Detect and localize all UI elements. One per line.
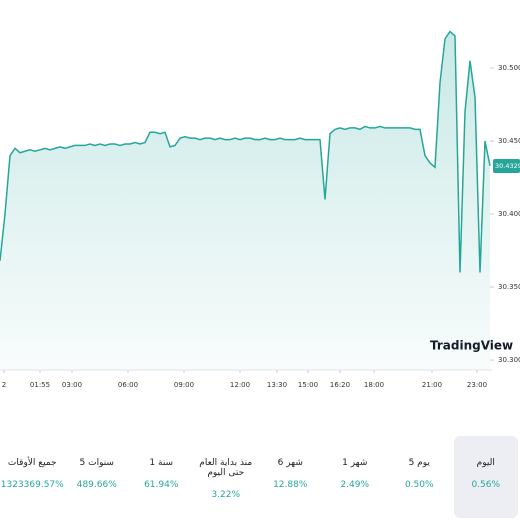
line — [0, 30, 491, 273]
y-tick-label: 30.40000 — [498, 210, 520, 218]
period-tab[interactable]: 1 شهر 2.49% — [323, 436, 388, 518]
period-change: 3.22% — [211, 490, 241, 500]
x-tick-label: 15:00 — [298, 381, 318, 389]
y-tick-label: 30.50000 — [498, 64, 520, 72]
y-tick-label: 30.30000 — [498, 356, 520, 364]
period-change: 61.94% — [144, 480, 179, 490]
x-tick-label: 16:20 — [330, 381, 350, 389]
period-tab[interactable]: 1 سنة 61.94% — [129, 436, 194, 518]
period-change: 1323369.57% — [0, 480, 64, 490]
period-label: 6 شهر — [277, 458, 303, 468]
period-label: منذ بداية العام حتى اليوم — [199, 458, 253, 478]
x-tick-label: 21:00 — [422, 381, 442, 389]
period-tab[interactable]: جميع الأوقات 1323369.57% — [0, 436, 65, 518]
period-label: 5 يوم — [408, 458, 430, 468]
period-tab[interactable]: 5 سنوات 489.66% — [65, 436, 130, 518]
period-tab[interactable]: اليوم 0.56% — [453, 436, 518, 518]
x-tick-label: 09:00 — [174, 381, 194, 389]
period-label: 1 سنة — [149, 458, 174, 468]
period-tab[interactable]: 5 يوم 0.50% — [387, 436, 452, 518]
period-tabs: اليوم 0.56% 5 يوم 0.50% 1 شهر 2.49% 6 شهر 12.88… — [0, 436, 520, 518]
y-tick-label: 30.45000 — [498, 137, 520, 145]
x-tick-label: 2 — [2, 381, 6, 389]
period-change: 2.49% — [340, 480, 370, 490]
period-tab[interactable]: منذ بداية العام حتى اليوم 3.22% — [194, 436, 259, 518]
x-tick-label: 12:00 — [230, 381, 250, 389]
period-change: 489.66% — [76, 480, 117, 490]
x-tick-label: 03:00 — [62, 381, 82, 389]
x-tick-label: 01:55 — [30, 381, 50, 389]
x-tick-label: 18:00 — [364, 381, 384, 389]
y-tick-label: 30.35000 — [498, 283, 520, 291]
period-change: 12.88% — [273, 480, 308, 490]
x-tick-label: 23:00 — [467, 381, 487, 389]
x-tick-label: 13:30 — [267, 381, 287, 389]
area-fill — [0, 31, 490, 371]
chart: TradingView 30.3000030.3500030.4000030.4… — [0, 30, 520, 389]
period-label: 5 سنوات — [79, 458, 114, 468]
period-label: اليوم — [476, 458, 495, 468]
x-tick-label: 06:00 — [118, 381, 138, 389]
period-change: 0.56% — [471, 480, 501, 490]
period-label: 1 شهر — [342, 458, 368, 468]
last-price-box — [493, 158, 520, 173]
last-price-label: 30.43292 — [495, 162, 520, 170]
period-change: 0.50% — [404, 480, 434, 490]
period-label: جميع الأوقات — [7, 458, 57, 468]
period-tab[interactable]: 6 شهر 12.88% — [258, 436, 323, 518]
